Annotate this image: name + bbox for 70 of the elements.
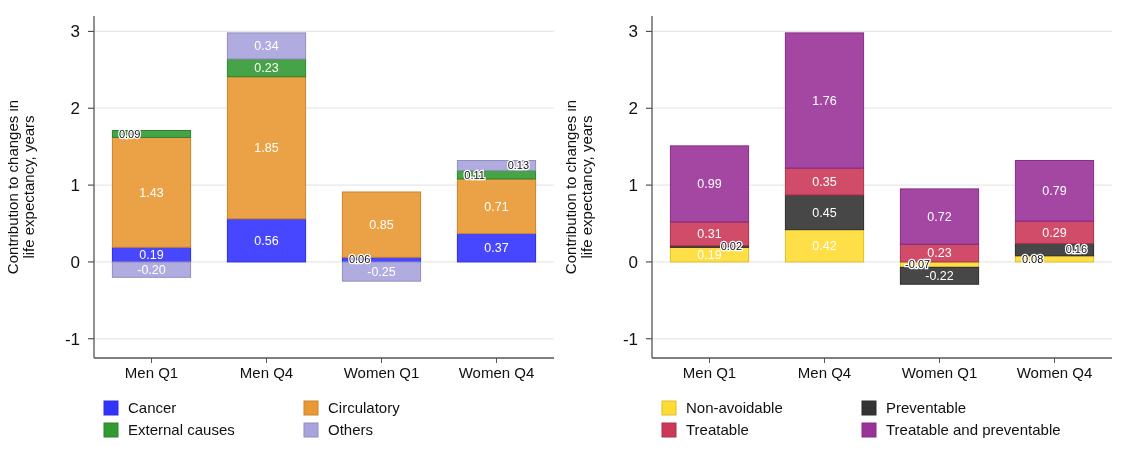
x-tick-label: Men Q4: [797, 364, 852, 381]
legend-label: Treatable and preventable: [886, 421, 1061, 439]
bar: [341, 261, 422, 282]
x-tick-label: Men Q1: [682, 364, 737, 381]
data-label: 0.85: [369, 218, 394, 233]
data-label: 0.31: [697, 227, 722, 242]
x-tick-label: Women Q4: [458, 364, 535, 381]
bar: [784, 229, 865, 263]
bar: [226, 218, 307, 263]
y-tick-label: -1: [622, 329, 638, 349]
y-tick-label: 0: [628, 252, 638, 272]
data-label: 0.72: [927, 209, 952, 224]
legend-label: External causes: [128, 421, 235, 439]
legend-label: Preventable: [886, 399, 967, 417]
data-label: 0.02: [720, 240, 743, 253]
bar: [111, 261, 192, 278]
data-label: 1.85: [254, 141, 279, 156]
data-label: 0.42: [812, 239, 837, 254]
y-tick-label: 1: [628, 176, 638, 196]
bar: [1014, 159, 1095, 222]
data-label: 0.11: [464, 168, 485, 181]
bar: [456, 233, 537, 263]
x-tick-label: Women Q1: [901, 364, 978, 381]
x-tick-label: Men Q1: [124, 364, 179, 381]
y-tick-label: 1: [70, 176, 80, 196]
data-label: 0.13: [507, 159, 530, 172]
data-label: 0.09: [118, 127, 141, 140]
bar: [226, 32, 307, 60]
legend-label: Cancer: [128, 399, 177, 417]
bar: [456, 178, 537, 234]
legend-label: Non-avoidable: [686, 399, 783, 417]
bar: [111, 136, 192, 248]
bar: [784, 32, 865, 169]
bar: [899, 188, 980, 245]
data-label: 0.71: [484, 199, 509, 214]
data-label: 1.43: [139, 185, 164, 200]
data-label: -0.20: [137, 262, 166, 277]
legend-label: Others: [328, 421, 374, 439]
data-label: 0.56: [254, 233, 279, 248]
data-label: 1.76: [812, 93, 837, 108]
bar: [784, 167, 865, 196]
legend-label: Circulatory: [328, 399, 401, 417]
data-label: 0.19: [697, 248, 722, 263]
data-label: 0.99: [697, 177, 722, 192]
data-label: 0.19: [139, 248, 164, 263]
y-tick-label: 0: [70, 252, 80, 272]
y-tick-label: 3: [628, 22, 638, 42]
x-tick-label: Women Q1: [343, 364, 420, 381]
data-label: 0.45: [812, 205, 837, 220]
bar: [226, 76, 307, 220]
data-label: 0.16: [1065, 243, 1088, 256]
bar: [669, 145, 750, 223]
bar: [784, 194, 865, 231]
x-tick-label: Men Q4: [239, 364, 294, 381]
legend-label: Treatable: [686, 421, 749, 439]
data-label: 0.29: [1042, 225, 1067, 240]
data-label: 0.37: [484, 241, 509, 256]
data-label: 0.34: [254, 39, 279, 54]
y-tick-label: 2: [628, 99, 638, 119]
y-tick-label: 3: [70, 22, 80, 42]
data-label: -0.22: [925, 269, 954, 284]
y-tick-label: -1: [64, 329, 80, 349]
x-tick-label: Women Q4: [1016, 364, 1093, 381]
data-label: 0.08: [1021, 252, 1044, 265]
data-label: 0.23: [927, 246, 952, 261]
data-label: 0.35: [812, 175, 837, 189]
data-label: -0.25: [367, 264, 396, 279]
data-label: 0.23: [254, 61, 279, 76]
data-label: 0.79: [1042, 184, 1067, 199]
y-tick-label: 2: [70, 99, 80, 119]
